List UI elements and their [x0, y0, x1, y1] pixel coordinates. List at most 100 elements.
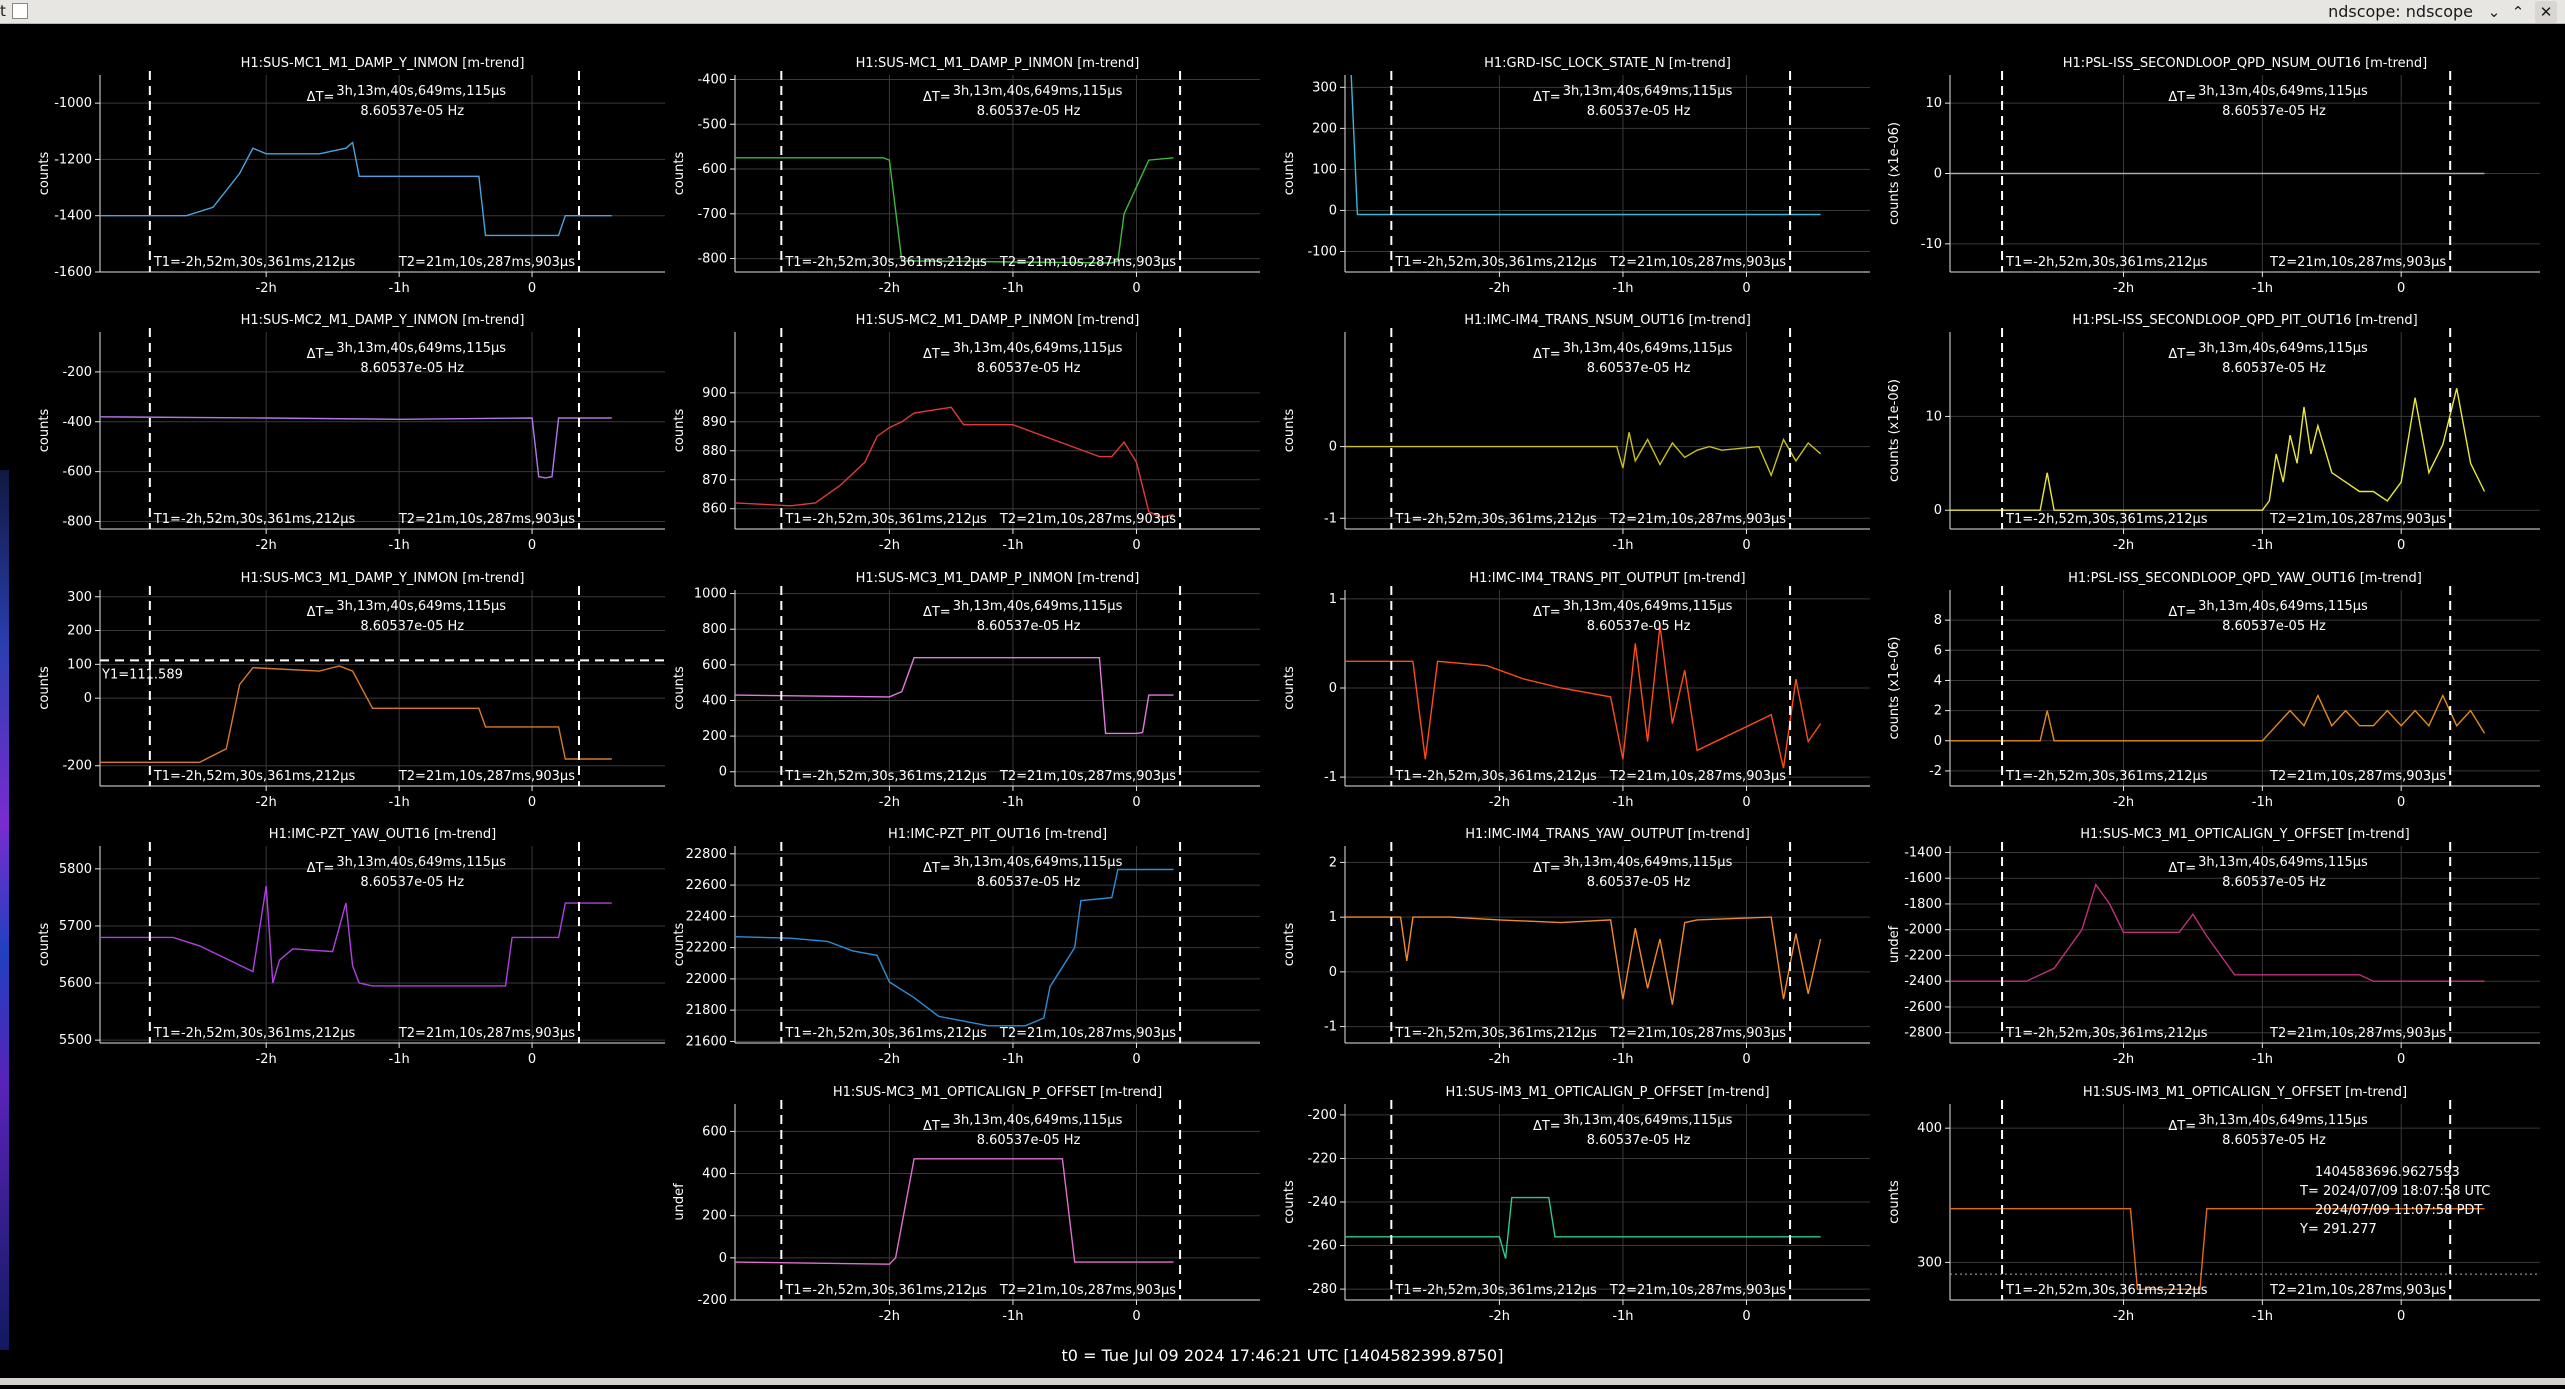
y-tick-label: 0	[1934, 734, 1942, 749]
y-axis-label: counts	[672, 666, 687, 710]
plot-panel-c11[interactable]: H1:SUS-MC2_M1_DAMP_P_INMON [m-trend] 900 8…	[672, 313, 1260, 553]
t2-label: T2=21m,10s,287ms,903µs	[1609, 255, 1786, 270]
y-tick-label: -10	[1921, 237, 1942, 252]
plot-panel-c41[interactable]: H1:SUS-MC3_M1_OPTICALIGN_P_OFFSET [m-tre…	[672, 1085, 1260, 1324]
x-tick-label: 0	[2397, 1052, 2405, 1067]
plot-title: H1:PSL-ISS_SECONDLOOP_QPD_YAW_OUT16 [m-t…	[2068, 571, 2422, 586]
y-tick-label: 22000	[686, 972, 727, 987]
y-tick-label: -2400	[1904, 974, 1942, 989]
y-axis-label: counts	[37, 666, 52, 710]
y-axis-label: counts	[672, 152, 687, 196]
y-axis-label: counts	[1282, 1180, 1297, 1224]
window-menu-box-icon	[12, 3, 28, 19]
y-tick-label: 1000	[694, 587, 727, 602]
close-icon[interactable]: ✕	[2535, 1, 2557, 23]
delta-t-frequency: 8.60537e-05 Hz	[360, 619, 464, 634]
x-tick-label: 0	[1742, 1052, 1750, 1067]
delta-t-label: ΔT=	[2168, 347, 2196, 362]
x-tick-label: 0	[528, 538, 536, 553]
delta-t-label: ΔT=	[307, 861, 335, 876]
t0-label: t0 = Tue Jul 09 2024 17:46:21 UTC [14045…	[1061, 1346, 1504, 1365]
y-tick-label: 100	[1312, 162, 1337, 177]
plot-title: H1:PSL-ISS_SECONDLOOP_QPD_NSUM_OUT16 [m-…	[2063, 56, 2427, 71]
plot-panel-c32[interactable]: H1:IMC-IM4_TRANS_YAW_OUTPUT [m-trend] 2 1 0…	[1282, 827, 1870, 1067]
x-tick-label: -1h	[1002, 795, 1023, 810]
plot-title: H1:SUS-MC3_M1_OPTICALIGN_P_OFFSET [m-tre…	[833, 1085, 1162, 1100]
y-tick-label: 300	[67, 590, 92, 605]
plot-panel-c42[interactable]: H1:SUS-IM3_M1_OPTICALIGN_P_OFFSET [m-tre…	[1282, 1085, 1870, 1324]
plot-panel-c21[interactable]: H1:SUS-MC3_M1_DAMP_P_INMON [m-trend] 1000…	[672, 571, 1260, 810]
y-tick-label: -1	[1324, 511, 1337, 526]
t1-label: T1=-2h,52m,30s,361ms,212µs	[2005, 512, 2208, 527]
x-tick-label: 0	[528, 795, 536, 810]
plot-panel-c43[interactable]: H1:SUS-IM3_M1_OPTICALIGN_Y_OFFSET [m-tre…	[1887, 1085, 2540, 1324]
delta-t-frequency: 8.60537e-05 Hz	[1587, 361, 1691, 376]
y-axis-label: undef	[1887, 925, 1902, 963]
y-axis-label: counts	[1282, 152, 1297, 196]
y-tick-label: -280	[1307, 1282, 1337, 1297]
series-line	[100, 885, 612, 987]
plot-grid[interactable]: H1:SUS-MC1_M1_DAMP_Y_INMON [m-trend]-100…	[0, 24, 2565, 1385]
y-axis-label: counts	[672, 923, 687, 967]
x-tick-label: -2h	[2113, 538, 2134, 553]
t1-label: T1=-2h,52m,30s,361ms,212µs	[784, 255, 987, 270]
y-tick-label: 200	[1312, 121, 1337, 136]
plot-panel-c33[interactable]: H1:SUS-MC3_M1_OPTICALIGN_Y_OFFSET [m-tre…	[1887, 827, 2540, 1067]
y-tick-label: 860	[702, 502, 727, 517]
app-menu-icon[interactable]: t	[0, 2, 28, 21]
delta-t-frequency: 8.60537e-05 Hz	[2222, 104, 2326, 119]
delta-t-frequency: 8.60537e-05 Hz	[2222, 875, 2326, 890]
y-tick-label: -260	[1307, 1239, 1337, 1254]
plot-panel-c13[interactable]: H1:PSL-ISS_SECONDLOOP_QPD_PIT_OUT16 [m-t…	[1887, 313, 2540, 553]
plot-panel-c01[interactable]: H1:SUS-MC1_M1_DAMP_P_INMON [m-trend] -400…	[672, 56, 1260, 296]
y-axis-label: counts	[672, 409, 687, 453]
plot-title: H1:SUS-MC3_M1_DAMP_P_INMON [m-trend]	[856, 571, 1140, 586]
y-tick-label: -2	[1929, 764, 1942, 779]
plot-panel-c22[interactable]: H1:IMC-IM4_TRANS_PIT_OUTPUT [m-trend] 1 0 -…	[1282, 571, 1870, 810]
y-tick-label: 600	[702, 658, 727, 673]
plot-panel-c03[interactable]: H1:PSL-ISS_SECONDLOOP_QPD_NSUM_OUT16 [m-…	[1887, 56, 2540, 296]
plot-title: H1:SUS-MC2_M1_DAMP_P_INMON [m-trend]	[856, 313, 1140, 328]
plot-panel-c10[interactable]: H1:SUS-MC2_M1_DAMP_Y_INMON [m-trend] -200…	[37, 313, 665, 553]
t1-label: T1=-2h,52m,30s,361ms,212µs	[2005, 255, 2208, 270]
minimize-icon[interactable]: ⌄	[2487, 3, 2501, 21]
delta-t-duration: 3h,13m,40s,649ms,115µs	[2198, 855, 2368, 870]
delta-t-label: ΔT=	[307, 605, 335, 620]
delta-t-duration: 3h,13m,40s,649ms,115µs	[953, 599, 1123, 614]
maximize-icon[interactable]: ⌃	[2511, 3, 2525, 21]
y-tick-label: 5700	[59, 919, 92, 934]
plot-panel-c02[interactable]: H1:GRD-ISC_LOCK_STATE_N [m-trend] 300 200 1…	[1282, 56, 1870, 296]
delta-t-frequency: 8.60537e-05 Hz	[360, 875, 464, 890]
plot-panel-c23[interactable]: H1:PSL-ISS_SECONDLOOP_QPD_YAW_OUT16 [m-t…	[1887, 571, 2540, 810]
plot-area: H1:SUS-MC1_M1_DAMP_Y_INMON [m-trend] -100…	[0, 24, 2565, 1385]
series-line	[100, 141, 612, 237]
crosshair-pdt: 2024/07/09 11:07:58 PDT	[2315, 1203, 2482, 1218]
plot-panel-c31[interactable]: H1:IMC-PZT_PIT_OUT16 [m-trend] 22800 22600…	[672, 827, 1260, 1067]
plot-panel-c12[interactable]: H1:IMC-IM4_TRANS_NSUM_OUT16 [m-trend] 0 -1…	[1282, 313, 1870, 553]
y-axis-label: counts	[1887, 1180, 1902, 1224]
x-tick-label: 0	[1132, 1309, 1140, 1324]
delta-t-frequency: 8.60537e-05 Hz	[977, 361, 1081, 376]
y-tick-label: 22600	[686, 878, 727, 893]
y-tick-label: -600	[697, 162, 727, 177]
y-tick-label: 8	[1934, 613, 1942, 628]
plot-panel-c20[interactable]: H1:SUS-MC3_M1_DAMP_Y_INMON [m-trend] 300 2…	[37, 571, 665, 810]
window-titlebar[interactable]: t ndscope: ndscope ⌄ ⌃ ✕	[0, 0, 2565, 24]
plot-panel-c30[interactable]: H1:IMC-PZT_YAW_OUT16 [m-trend] 5800 5700 56…	[37, 827, 665, 1067]
y-axis-label: counts	[1282, 666, 1297, 710]
window-left-glyph: t	[0, 2, 6, 20]
t2-label: T2=21m,10s,287ms,903µs	[999, 512, 1176, 527]
plot-panel-c00[interactable]: H1:SUS-MC1_M1_DAMP_Y_INMON [m-trend] -100…	[37, 56, 665, 296]
y-tick-label: 5800	[59, 862, 92, 877]
x-tick-label: -1h	[1002, 1052, 1023, 1067]
t1-label: T1=-2h,52m,30s,361ms,212µs	[153, 255, 356, 270]
delta-t-duration: 3h,13m,40s,649ms,115µs	[336, 341, 506, 356]
delta-t-duration: 3h,13m,40s,649ms,115µs	[953, 1113, 1123, 1128]
series-line	[1950, 883, 2485, 982]
crosshair-gps: 1404583696.9627593	[2315, 1165, 2460, 1180]
y-tick-label: 870	[702, 473, 727, 488]
y-tick-label: 400	[702, 693, 727, 708]
y-tick-label: 0	[1934, 503, 1942, 518]
series-line	[735, 157, 1174, 264]
x-tick-label: 0	[528, 281, 536, 296]
